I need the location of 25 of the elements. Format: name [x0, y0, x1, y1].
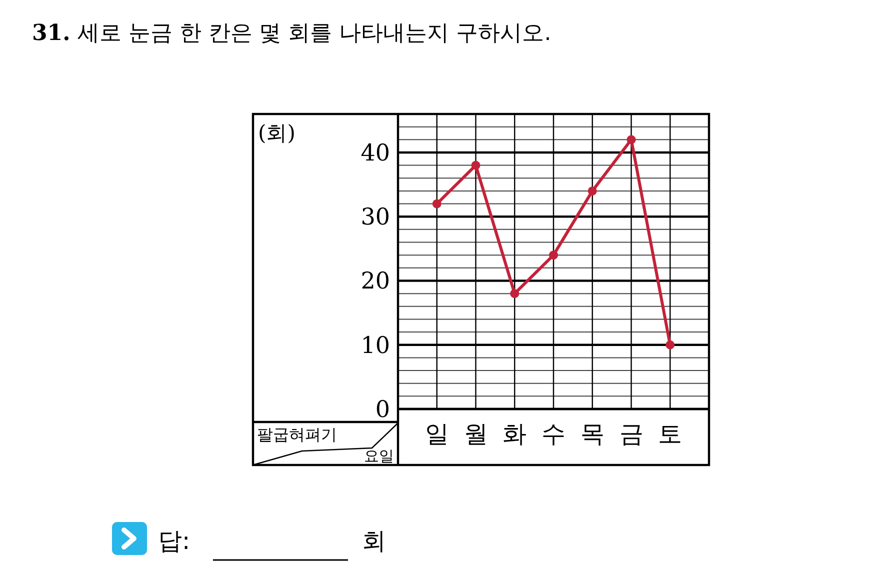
point	[510, 289, 520, 298]
y-tick-label: 40	[360, 140, 390, 166]
x-axis-title: 요일	[364, 447, 394, 465]
text: (회)	[258, 121, 296, 145]
point	[588, 186, 597, 196]
y-tick-label: 20	[360, 268, 390, 295]
x-tick-label: 일	[424, 420, 449, 448]
text: 회	[362, 527, 386, 555]
x-tick-label: 수	[542, 420, 566, 448]
y-tick-label: 10	[360, 332, 390, 359]
x-tick-label: 토	[658, 420, 682, 448]
x-tick-label: 금	[619, 420, 644, 448]
chart-title: 31. 세로 눈금 한 칸은 몇 회를 나타내는지 구하시오.	[32, 20, 552, 46]
point	[666, 340, 675, 350]
y-tick-label: 0	[375, 397, 390, 423]
point	[471, 160, 480, 170]
x-tick-label: 목	[580, 420, 604, 448]
text: 답:	[158, 527, 190, 555]
y-axis-title: 팔굽혀펴기	[257, 425, 337, 444]
y-tick-label: 30	[360, 204, 390, 231]
point	[432, 199, 442, 208]
x-tick-label: 화	[502, 420, 527, 448]
point	[549, 250, 558, 260]
x-tick-label: 월	[464, 420, 488, 448]
point	[626, 135, 636, 144]
